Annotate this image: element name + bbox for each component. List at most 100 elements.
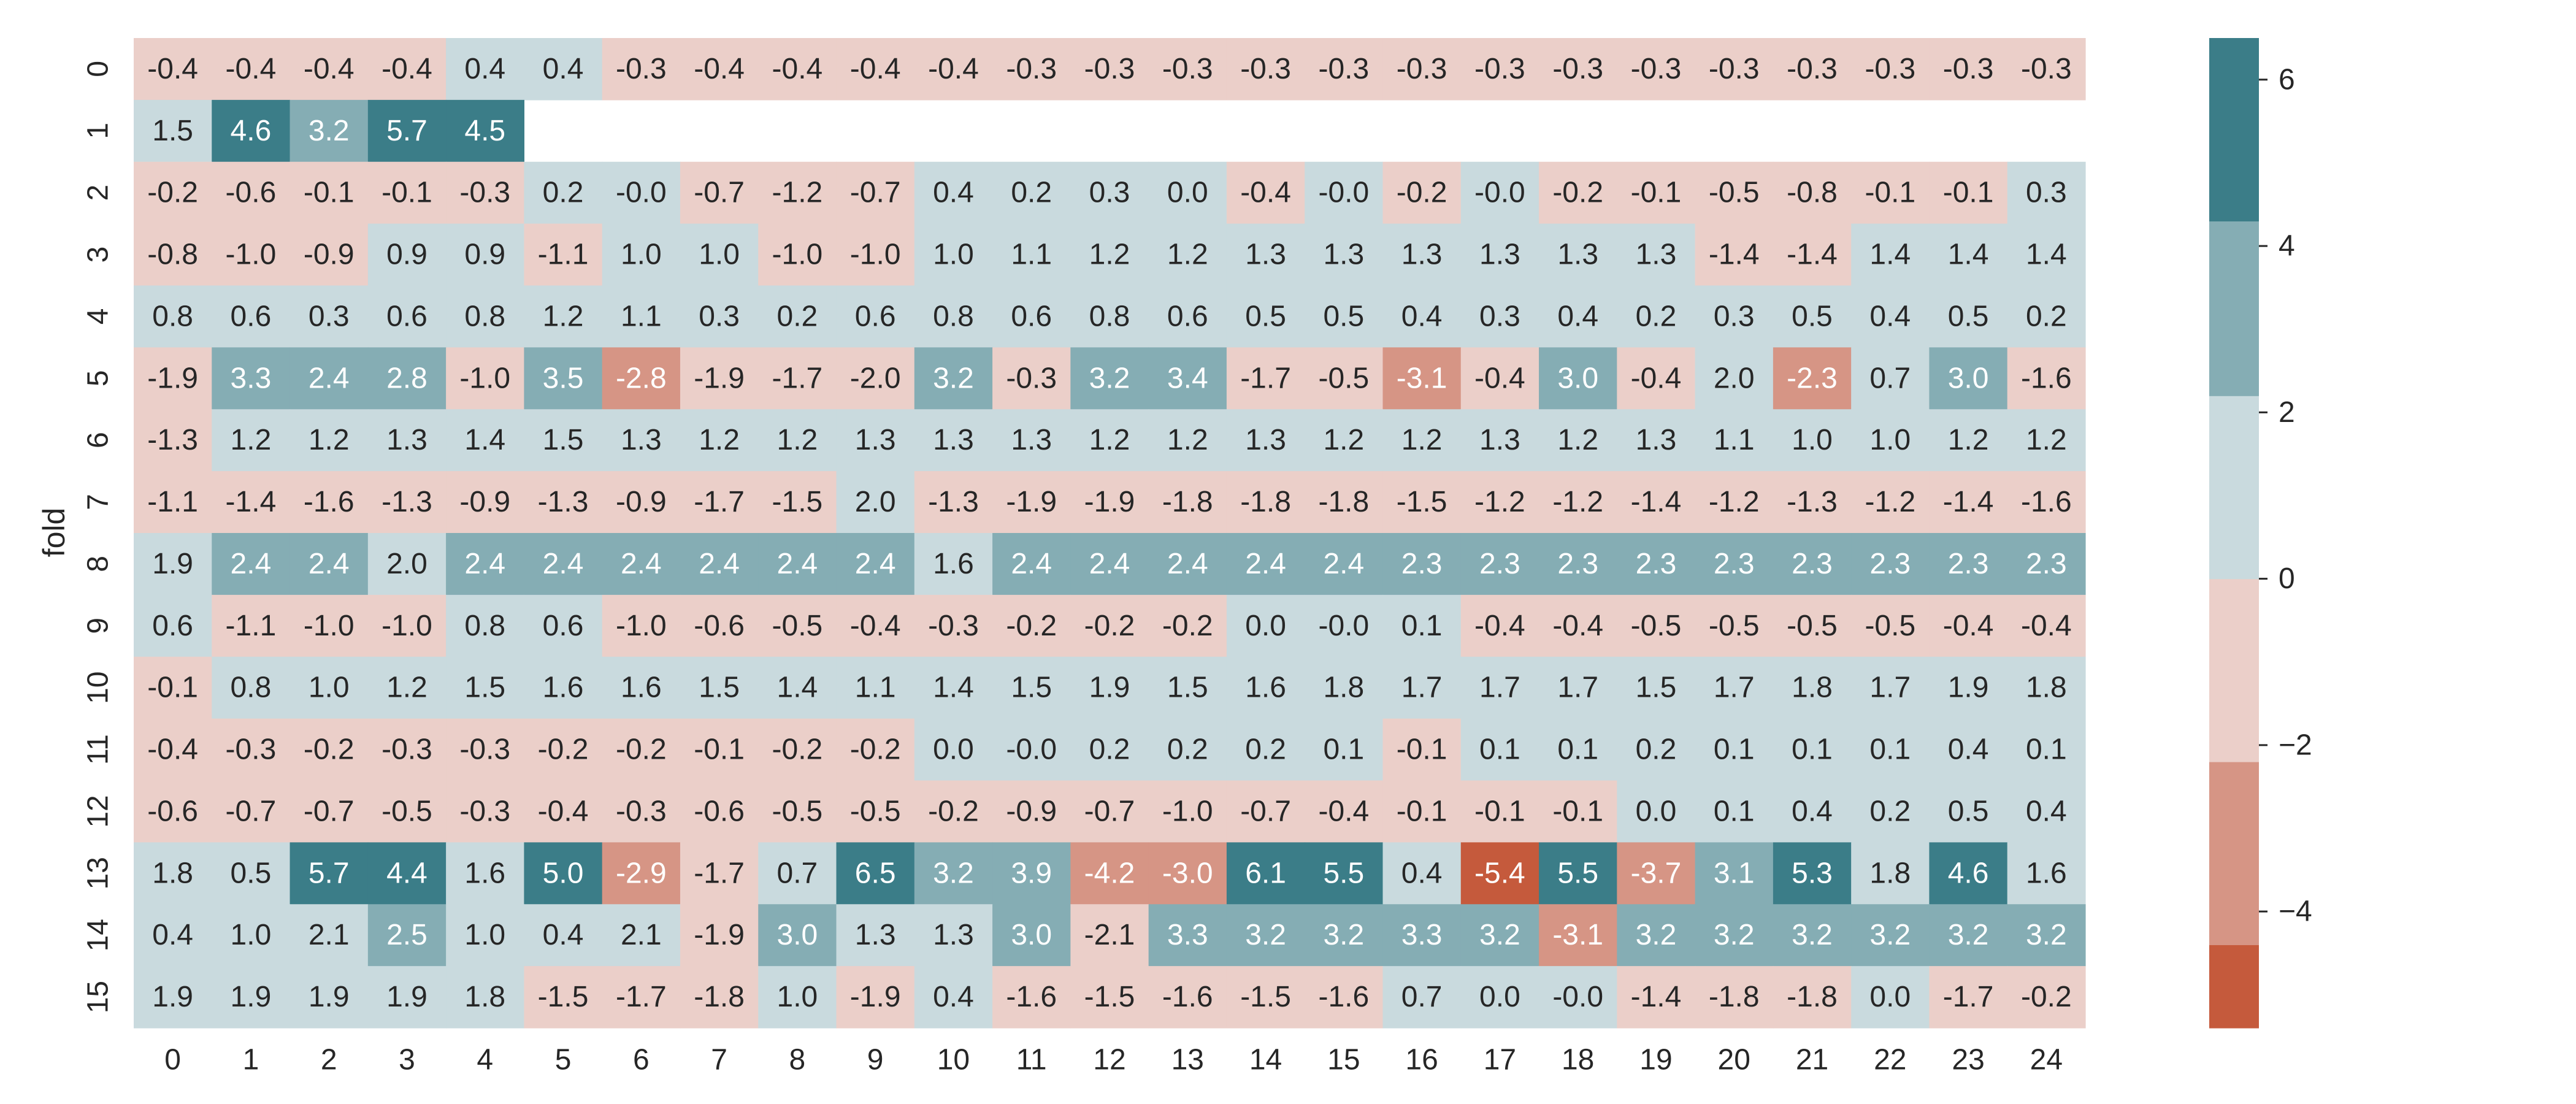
cell-value-label: 1.7 <box>1714 672 1755 704</box>
heatmap-cell <box>134 780 212 843</box>
cell-value-label: -0.4 <box>1474 362 1525 394</box>
heatmap-cell <box>1851 904 1930 967</box>
heatmap-cell <box>2007 842 2086 905</box>
cell-value-label: 3.3 <box>1401 919 1443 951</box>
cell-value-label: 1.5 <box>1636 672 1677 704</box>
heatmap-cell <box>212 99 291 163</box>
heatmap-cell <box>680 842 759 905</box>
heatmap-cell <box>446 99 524 163</box>
heatmap-cell <box>1695 966 1774 1029</box>
cell-value-label: 1.5 <box>1167 672 1208 704</box>
colorbar-tick-label: −4 <box>2279 895 2312 928</box>
heatmap-cell <box>1617 161 1696 224</box>
heatmap-cell <box>2007 471 2086 534</box>
heatmap-cell <box>992 842 1071 905</box>
heatmap-cell <box>2007 780 2086 843</box>
cell-value-label: -1.0 <box>772 239 823 271</box>
heatmap-cell <box>914 533 993 596</box>
cell-value-label: -1.7 <box>616 981 667 1013</box>
cell-value-label: -3.7 <box>1631 857 1682 889</box>
heatmap-cell <box>680 966 759 1029</box>
cell-value-label: 1.8 <box>1323 672 1364 704</box>
cell-value-label: -1.3 <box>381 486 432 518</box>
cell-value-label: 0.4 <box>543 919 584 951</box>
heatmap-cell <box>524 223 603 286</box>
heatmap-cell <box>992 285 1071 348</box>
heatmap-cell <box>289 223 369 286</box>
x-tick-label: 4 <box>477 1044 493 1076</box>
heatmap-cell <box>1305 718 1384 781</box>
cell-value-label: -0.5 <box>1318 362 1369 394</box>
heatmap-cell <box>1617 842 1696 905</box>
cell-value-label: -1.6 <box>1006 981 1057 1013</box>
cell-value-label: 0.2 <box>1011 177 1052 209</box>
heatmap-cell <box>1226 594 1305 657</box>
cell-value-label: -3.1 <box>1552 919 1603 951</box>
heatmap-cell <box>836 718 915 781</box>
cell-value-label: 0.8 <box>1089 300 1130 332</box>
heatmap-cell <box>1382 780 1462 843</box>
heatmap-cell <box>1773 285 1852 348</box>
heatmap-cell <box>1773 223 1852 286</box>
cell-value-label: 0.6 <box>1167 300 1208 332</box>
heatmap-cell <box>1617 966 1696 1029</box>
heatmap-cell <box>1148 347 1227 410</box>
heatmap-cell <box>1226 223 1305 286</box>
cell-value-label: 1.8 <box>1792 672 1833 704</box>
cell-value-label: -1.8 <box>1240 486 1291 518</box>
heatmap-cell <box>1382 223 1462 286</box>
heatmap-cell <box>1070 38 1149 101</box>
cell-value-label: 2.5 <box>386 919 427 951</box>
cell-value-label: 0.3 <box>1714 300 1755 332</box>
heatmap-cell <box>1929 656 2008 719</box>
x-tick-label: 20 <box>1718 1044 1750 1076</box>
cell-value-label: 0.8 <box>464 610 505 642</box>
heatmap-cell <box>992 161 1071 224</box>
cell-value-label: -0.3 <box>1787 53 1838 85</box>
cell-value-label: 2.4 <box>1167 548 1208 580</box>
cell-value-label: -0.3 <box>381 734 432 766</box>
heatmap-cell <box>680 347 759 410</box>
cell-value-label: -0.6 <box>226 177 277 209</box>
heatmap-cell <box>134 533 212 596</box>
heatmap-cell <box>524 471 603 534</box>
cell-value-label: 1.2 <box>2026 424 2067 456</box>
x-tick-label: 7 <box>711 1044 727 1076</box>
cell-value-label: -3.1 <box>1397 362 1447 394</box>
cell-value-label: -1.5 <box>1240 981 1291 1013</box>
heatmap-cell <box>680 656 759 719</box>
heatmap-cell <box>758 223 837 286</box>
cell-value-label: 1.3 <box>621 424 662 456</box>
heatmap-cell <box>1226 161 1305 224</box>
cell-value-label: 1.2 <box>1401 424 1443 456</box>
heatmap-cell <box>1539 409 1617 472</box>
y-tick-label: 13 <box>82 857 115 889</box>
cell-value-label: 1.9 <box>309 981 350 1013</box>
heatmap-cell <box>1148 718 1227 781</box>
cell-value-label: -1.9 <box>1084 486 1135 518</box>
cell-value-label: -0.3 <box>1709 53 1760 85</box>
heatmap-cell <box>2007 718 2086 781</box>
heatmap-cell <box>134 285 212 348</box>
y-tick-label: 11 <box>82 734 115 765</box>
cell-value-label: 0.5 <box>1792 300 1833 332</box>
heatmap-cell <box>1070 223 1149 286</box>
cell-value-label: -0.7 <box>1084 795 1135 827</box>
cell-value-label: 0.6 <box>543 610 584 642</box>
y-tick-label: 0 <box>82 61 115 77</box>
heatmap-cell <box>289 161 369 224</box>
cell-value-label: 0.0 <box>1167 177 1208 209</box>
heatmap-cell <box>1617 718 1696 781</box>
heatmap-cell <box>289 780 369 843</box>
cell-value-label: -0.4 <box>147 734 198 766</box>
heatmap-cell <box>289 842 369 905</box>
cell-value-label: 3.2 <box>933 362 974 394</box>
heatmap-cells: -0.4 -0.4 -0.4 -0.4 0.4 0.4 -0.3 -0.4 -0.4 -0.4 -0… <box>134 38 2086 1029</box>
colorbar-tick-label: −2 <box>2279 729 2312 761</box>
heatmap-cell <box>1695 347 1774 410</box>
x-tick-label: 6 <box>633 1044 650 1076</box>
cell-value-label: -0.0 <box>1318 177 1369 209</box>
cell-value-label: 1.4 <box>464 424 505 456</box>
cell-value-label: -1.7 <box>694 857 745 889</box>
heatmap-cell <box>1382 842 1462 905</box>
